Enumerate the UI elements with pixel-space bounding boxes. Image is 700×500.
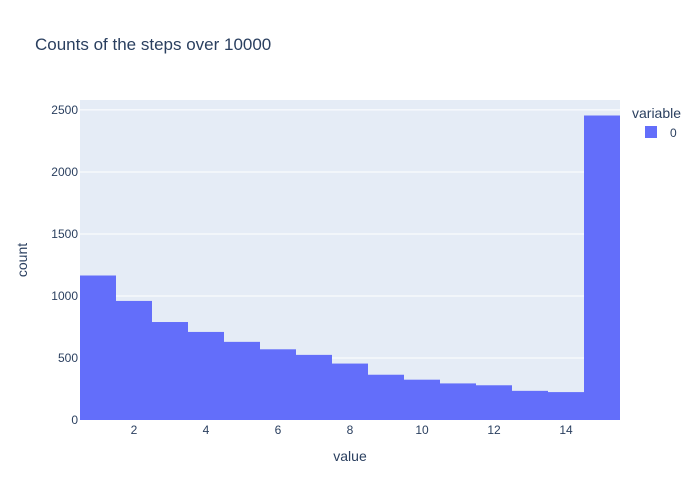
y-tick-label: 500 xyxy=(58,351,78,365)
x-tick-label: 2 xyxy=(131,423,138,437)
x-tick-label: 8 xyxy=(347,423,354,437)
x-axis-ticks: 2 4 6 8 10 12 14 xyxy=(131,423,573,437)
bar[interactable] xyxy=(476,385,512,420)
bar[interactable] xyxy=(440,383,476,420)
x-tick-label: 12 xyxy=(487,423,501,437)
x-tick-label: 14 xyxy=(559,423,573,437)
bar[interactable] xyxy=(512,390,548,420)
chart-title: Counts of the steps over 10000 xyxy=(35,35,271,54)
bar[interactable] xyxy=(116,300,152,420)
x-tick-label: 6 xyxy=(275,423,282,437)
bar[interactable] xyxy=(188,331,224,420)
bar[interactable] xyxy=(332,363,368,420)
bar[interactable] xyxy=(80,275,116,420)
x-tick-label: 10 xyxy=(415,423,429,437)
bar[interactable] xyxy=(368,374,404,420)
legend-label[interactable]: 0 xyxy=(670,126,677,140)
bar[interactable] xyxy=(548,392,584,420)
bars xyxy=(80,115,620,420)
y-tick-label: 2000 xyxy=(51,165,78,179)
y-tick-label: 2500 xyxy=(51,103,78,117)
legend-title: variable xyxy=(632,105,681,121)
bar[interactable] xyxy=(584,115,620,420)
x-tick-label: 4 xyxy=(203,423,210,437)
bar[interactable] xyxy=(224,341,260,420)
y-tick-label: 1500 xyxy=(51,227,78,241)
bar[interactable] xyxy=(260,349,296,420)
bar[interactable] xyxy=(152,322,188,420)
x-axis-title: value xyxy=(333,448,367,464)
legend: variable 0 xyxy=(632,105,681,140)
y-tick-label: 1000 xyxy=(51,289,78,303)
y-axis-ticks: 0 500 1000 1500 2000 2500 xyxy=(51,103,78,427)
y-tick-label: 0 xyxy=(71,413,78,427)
bar[interactable] xyxy=(404,379,440,420)
y-axis-title: count xyxy=(14,243,30,277)
bar[interactable] xyxy=(296,354,332,420)
legend-swatch[interactable] xyxy=(645,126,657,138)
